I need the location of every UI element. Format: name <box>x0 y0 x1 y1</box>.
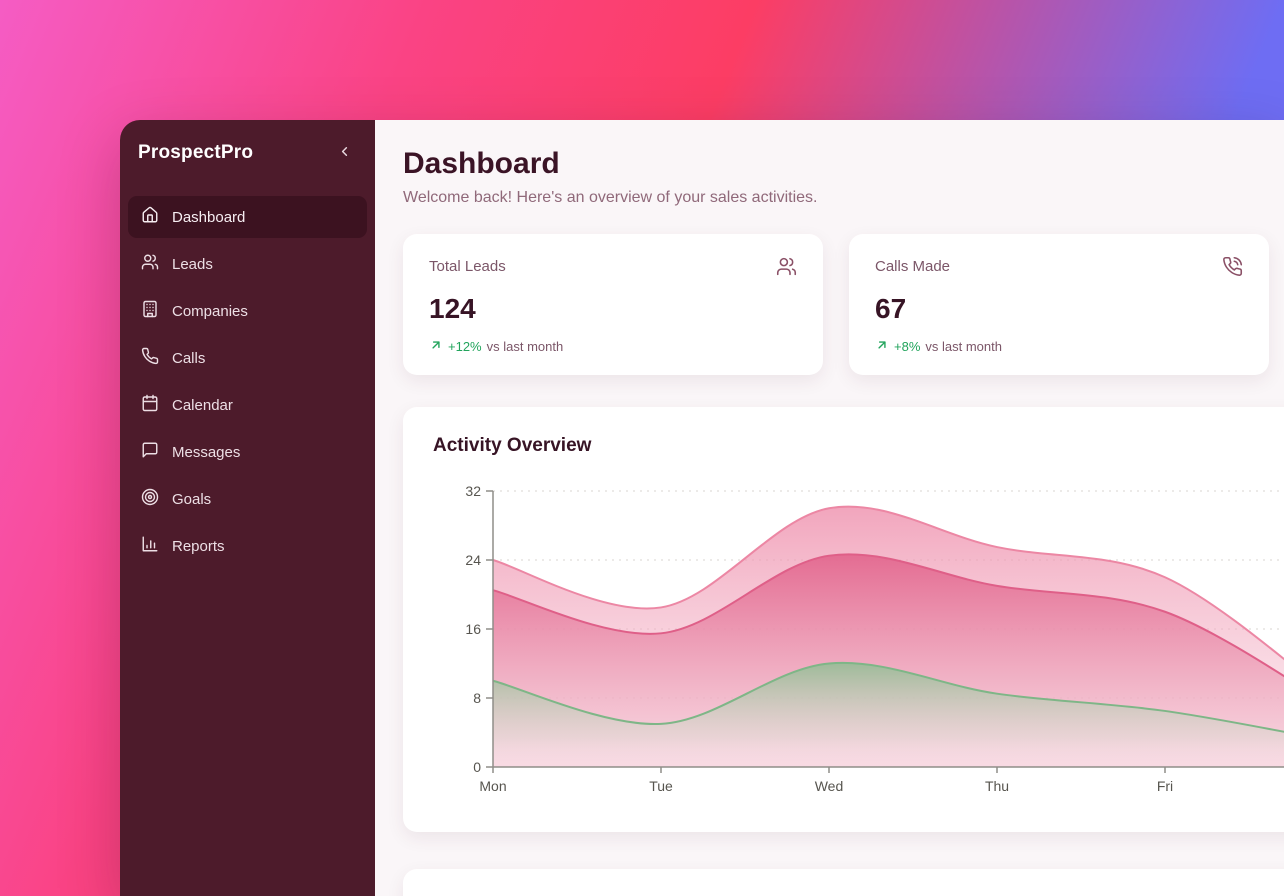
svg-text:8: 8 <box>473 690 481 706</box>
activity-chart-wrap: 0 8 16 24 32 Mon Tue Wed Thu Fri <box>433 469 1284 809</box>
svg-text:Mon: Mon <box>479 778 506 794</box>
trend-up-icon <box>429 338 443 355</box>
sidebar-item-calls[interactable]: Calls <box>128 337 367 379</box>
sidebar-item-leads[interactable]: Leads <box>128 243 367 285</box>
stat-label: Calls Made <box>875 258 951 275</box>
brand-title: ProspectPro <box>138 142 254 163</box>
sidebar-item-label: Goals <box>172 490 212 508</box>
svg-text:16: 16 <box>465 621 481 637</box>
sidebar-item-calendar[interactable]: Calendar <box>128 384 367 426</box>
svg-text:Wed: Wed <box>815 778 844 794</box>
svg-text:32: 32 <box>465 483 481 499</box>
main-content: Dashboard Welcome back! Here's an overvi… <box>375 120 1284 896</box>
sidebar-item-label: Reports <box>172 537 225 555</box>
svg-text:Fri: Fri <box>1157 778 1173 794</box>
calendar-icon <box>141 394 159 416</box>
page-subtitle: Welcome back! Here's an overview of your… <box>403 189 818 206</box>
sidebar-item-dashboard[interactable]: Dashboard <box>128 196 367 238</box>
app-window: ProspectPro Dashboard Leads <box>120 120 1284 896</box>
stat-value: 124 <box>429 293 476 324</box>
sidebar-item-label: Calls <box>172 349 206 367</box>
message-square-icon <box>141 441 159 463</box>
target-icon <box>141 488 159 510</box>
sidebar: ProspectPro Dashboard Leads <box>120 120 375 896</box>
stat-label: Total Leads <box>429 258 506 275</box>
trend-up-icon <box>875 338 889 355</box>
svg-text:Thu: Thu <box>985 778 1009 794</box>
sidebar-item-messages[interactable]: Messages <box>128 431 367 473</box>
users-icon <box>776 256 797 282</box>
activity-overview-card: Activity Overview 0 8 16 24 32 Mon Tue Wed Thu Fr… <box>403 407 1284 832</box>
stat-card-calls-made: Calls Made 67 +8% vs last month <box>849 234 1269 375</box>
stat-trend-suffix: vs last month <box>925 339 1002 354</box>
stat-value: 67 <box>875 293 907 324</box>
stat-trend-value: +12% <box>448 339 482 354</box>
svg-text:24: 24 <box>465 552 481 568</box>
svg-text:0: 0 <box>473 759 481 775</box>
svg-text:Tue: Tue <box>649 778 673 794</box>
stats-row: Total Leads 124 +12% vs last month Calls <box>403 234 1284 375</box>
home-icon <box>141 206 159 228</box>
phone-call-icon <box>1222 256 1243 282</box>
chevron-left-icon <box>337 144 352 162</box>
sidebar-item-companies[interactable]: Companies <box>128 290 367 332</box>
sidebar-item-label: Leads <box>172 255 213 273</box>
users-icon <box>141 253 159 275</box>
sidebar-item-label: Dashboard <box>172 208 246 226</box>
building-icon <box>141 300 159 322</box>
sidebar-item-goals[interactable]: Goals <box>128 478 367 520</box>
sidebar-item-label: Companies <box>172 302 248 320</box>
stat-card-total-leads: Total Leads 124 +12% vs last month <box>403 234 823 375</box>
sidebar-header: ProspectPro <box>120 142 375 164</box>
stat-trend-value: +8% <box>894 339 921 354</box>
bar-chart-icon <box>141 535 159 557</box>
sidebar-nav: Dashboard Leads Companies Calls <box>120 196 375 567</box>
activity-overview-title: Activity Overview <box>433 435 592 456</box>
sidebar-collapse-button[interactable] <box>333 142 355 164</box>
stat-trend-suffix: vs last month <box>486 339 564 354</box>
sidebar-item-label: Calendar <box>172 396 233 414</box>
next-section-card <box>403 869 1284 896</box>
sidebar-item-label: Messages <box>172 443 241 461</box>
page-title: Dashboard <box>403 147 560 180</box>
activity-area-chart: 0 8 16 24 32 Mon Tue Wed Thu Fri <box>465 483 1284 794</box>
phone-icon <box>141 347 159 369</box>
sidebar-item-reports[interactable]: Reports <box>128 525 367 567</box>
